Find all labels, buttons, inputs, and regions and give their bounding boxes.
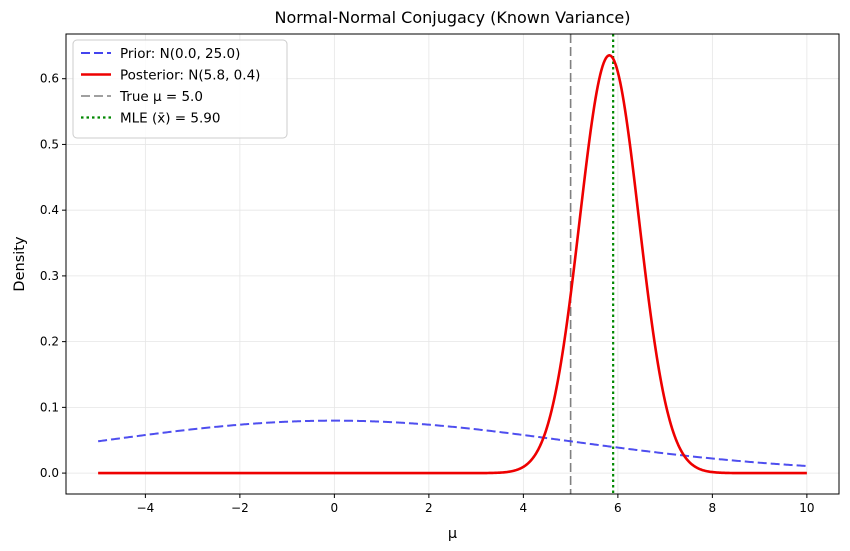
x-tick-label: 10 — [799, 501, 814, 515]
legend-box — [72, 39, 288, 139]
chart-title: Normal-Normal Conjugacy (Known Variance) — [275, 8, 631, 27]
x-tick-label: 2 — [425, 501, 433, 515]
y-tick-label: 0.6 — [40, 72, 59, 86]
legend: Prior: N(0.0, 25.0) Posterior: N(5.8, 0.4… — [72, 39, 288, 139]
y-tick-label: 0.3 — [40, 269, 59, 283]
x-tick-label: −4 — [137, 501, 155, 515]
y-tick-label: 0.1 — [40, 400, 59, 414]
legend-label: Prior: N(0.0, 25.0) — [120, 46, 240, 62]
y-tick-label: 0.5 — [40, 137, 59, 151]
axes-frame — [65, 33, 840, 495]
y-tick-label: 0.0 — [40, 466, 59, 480]
series-line-1 — [98, 54, 807, 475]
x-tick-label: 8 — [709, 501, 717, 515]
x-axis-label: μ — [448, 526, 457, 542]
series-line-0 — [97, 419, 807, 467]
x-tick-label: 4 — [520, 501, 528, 515]
y-axis-label: Density — [12, 236, 28, 292]
x-axis: −4 −2 0 2 4 6 8 10 — [137, 494, 815, 515]
legend-label: True μ = 5.0 — [119, 89, 203, 105]
y-axis: 0.0 0.1 0.2 0.3 0.4 0.5 0.6 — [40, 72, 66, 480]
legend-label: Posterior: N(5.8, 0.4) — [120, 68, 260, 84]
plot-area — [97, 34, 807, 494]
y-tick-label: 0.4 — [40, 203, 59, 217]
legend-label: MLE (x̄) = 5.90 — [120, 111, 220, 127]
x-tick-label: 6 — [614, 501, 622, 515]
y-tick-label: 0.2 — [40, 335, 59, 349]
x-tick-label: −2 — [231, 501, 249, 515]
x-tick-label: 0 — [331, 501, 339, 515]
